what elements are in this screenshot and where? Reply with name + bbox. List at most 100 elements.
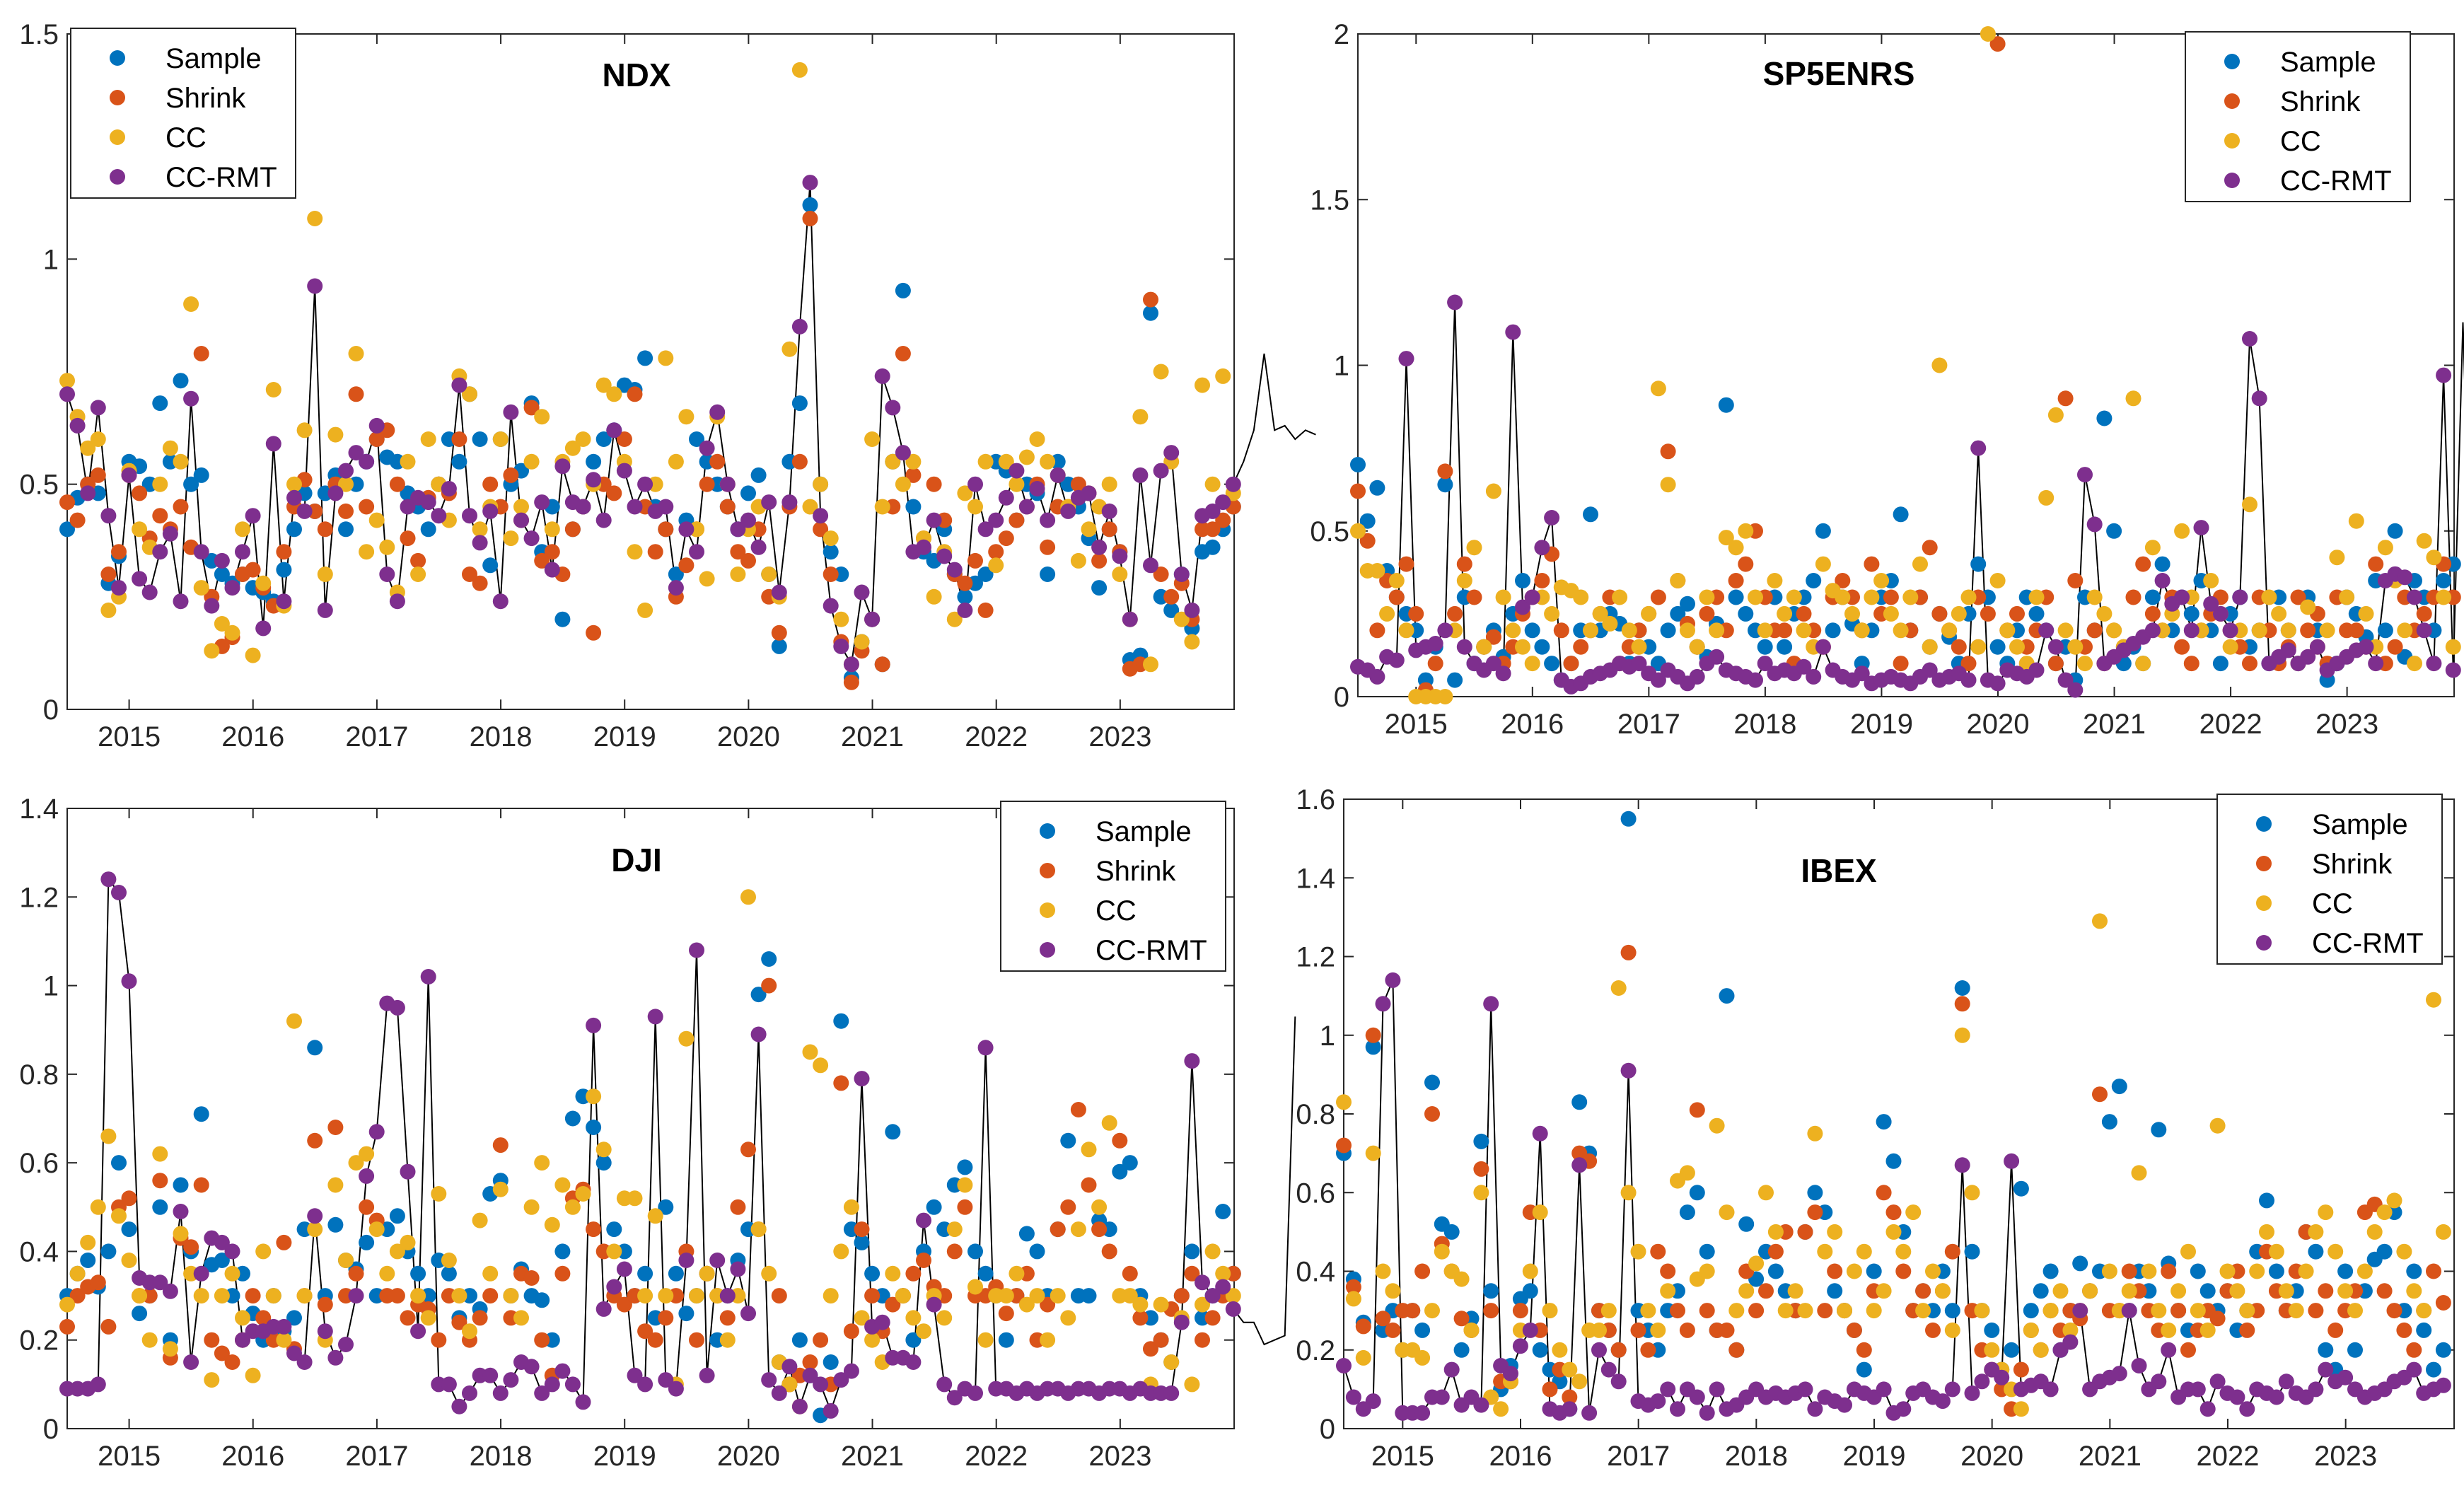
legend-label: CC xyxy=(1096,895,1137,926)
point-shrink xyxy=(2135,556,2151,572)
point-cc-rmt xyxy=(854,1071,870,1087)
point-cc xyxy=(317,567,333,582)
point-cc xyxy=(2329,550,2345,566)
point-cc xyxy=(916,1323,931,1340)
point-sample xyxy=(2337,1263,2354,1279)
point-cc-rmt xyxy=(2067,682,2084,698)
legend-label: CC xyxy=(165,122,207,153)
point-cc xyxy=(833,1243,849,1260)
point-shrink xyxy=(2416,605,2432,622)
point-shrink xyxy=(1767,1243,1784,1260)
point-cc xyxy=(1388,573,1405,588)
point-shrink xyxy=(276,544,292,560)
point-cc xyxy=(864,431,881,447)
point-cc xyxy=(132,1288,148,1304)
point-sample xyxy=(1583,506,1598,523)
point-cc-rmt xyxy=(1081,485,1097,501)
point-shrink xyxy=(627,386,643,402)
point-shrink xyxy=(152,508,168,524)
point-sample xyxy=(1029,1243,1045,1260)
point-cc-rmt xyxy=(1709,1381,1725,1398)
point-sample xyxy=(1447,672,1463,688)
point-sample xyxy=(307,1040,323,1056)
series-cc-rmt xyxy=(1336,972,2451,1421)
point-shrink xyxy=(823,567,839,582)
point-shrink xyxy=(132,485,148,501)
point-cc xyxy=(2397,622,2413,639)
point-cc xyxy=(2366,1224,2383,1240)
point-sample xyxy=(905,499,922,515)
point-cc-rmt xyxy=(492,593,509,610)
point-cc-rmt xyxy=(1610,1373,1627,1390)
point-cc xyxy=(1591,1322,1607,1338)
point-shrink xyxy=(977,602,994,618)
point-shrink xyxy=(1365,1027,1381,1043)
y-tick-label: 1.6 xyxy=(1296,784,1335,815)
point-shrink xyxy=(1846,1322,1862,1338)
point-cc xyxy=(327,426,344,443)
point-shrink xyxy=(2300,622,2316,639)
point-cc xyxy=(1738,523,1754,539)
point-cc xyxy=(152,1146,168,1162)
point-cc xyxy=(1660,477,1676,493)
point-cc xyxy=(1699,589,1715,605)
point-cc xyxy=(946,611,963,627)
point-cc-rmt xyxy=(1689,668,1705,685)
point-cc-rmt xyxy=(874,1314,890,1330)
point-cc xyxy=(80,1234,96,1250)
point-cc-rmt xyxy=(2406,1361,2422,1378)
point-cc xyxy=(1954,1027,1970,1043)
point-shrink xyxy=(864,1288,881,1304)
point-cc-rmt xyxy=(441,481,457,496)
legend-marker-cc xyxy=(2224,133,2240,149)
point-shrink xyxy=(616,1296,632,1313)
legend-label: Shrink xyxy=(1096,856,1176,887)
point-cc xyxy=(1195,377,1210,393)
point-cc xyxy=(1758,1185,1774,1201)
point-cc-rmt xyxy=(1970,440,1987,456)
y-tick-label: 1 xyxy=(43,971,59,1002)
point-cc-rmt xyxy=(802,175,818,191)
point-sample xyxy=(957,588,973,605)
point-cc xyxy=(2339,589,2355,605)
point-sample xyxy=(152,1199,168,1215)
point-cc-rmt xyxy=(823,1402,839,1419)
point-shrink xyxy=(1650,1243,1666,1260)
point-cc-rmt xyxy=(1195,1274,1210,1291)
point-cc-rmt xyxy=(1631,656,1647,672)
point-cc xyxy=(1641,605,1657,622)
point-cc xyxy=(1524,656,1540,672)
point-shrink xyxy=(183,1239,199,1255)
point-cc-rmt xyxy=(781,494,798,511)
x-tick-label: 2018 xyxy=(470,721,533,753)
point-cc-rmt xyxy=(255,620,272,637)
point-sample xyxy=(791,1332,808,1348)
point-sample xyxy=(1670,605,1686,622)
point-cc xyxy=(1951,605,1967,622)
point-cc xyxy=(2435,1224,2451,1240)
point-shrink xyxy=(740,1141,756,1158)
point-shrink xyxy=(606,485,622,501)
point-cc xyxy=(658,350,674,366)
point-cc-rmt xyxy=(152,1274,168,1291)
point-cc xyxy=(420,1310,436,1326)
point-shrink xyxy=(1414,1263,1431,1279)
point-cc xyxy=(141,1332,158,1348)
point-cc xyxy=(472,521,488,538)
point-shrink xyxy=(1101,521,1117,538)
point-shrink xyxy=(946,1243,963,1260)
point-sample xyxy=(1018,1226,1035,1242)
point-cc xyxy=(1355,1349,1371,1366)
y-tick-label: 1 xyxy=(1320,1021,1335,1052)
point-cc-rmt xyxy=(368,417,385,434)
point-cc xyxy=(1081,521,1097,538)
point-sample xyxy=(2212,656,2228,672)
legend-marker-cc xyxy=(2256,895,2272,911)
point-cc xyxy=(2242,496,2257,513)
point-cc xyxy=(1989,573,2006,588)
x-tick-label: 2020 xyxy=(1960,1441,2023,1472)
point-sample xyxy=(80,1253,96,1268)
point-cc-rmt xyxy=(988,512,1004,528)
point-cc-rmt xyxy=(1091,539,1108,555)
point-cc xyxy=(2229,1283,2245,1299)
